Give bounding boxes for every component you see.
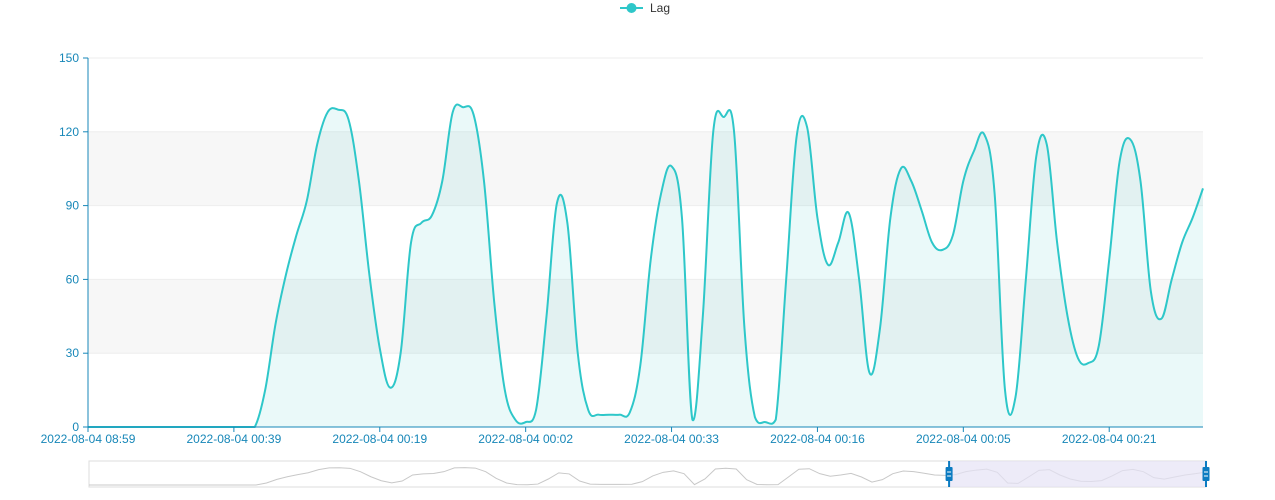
x-axis-ticks: 2022-08-04 08:59 2022-08-04 00:39 2022-08-… [41, 427, 1157, 446]
x-tick-label: 2022-08-04 00:19 [332, 432, 427, 446]
x-tick-label: 2022-08-04 00:02 [478, 432, 573, 446]
x-tick-label: 2022-08-04 08:59 [41, 432, 136, 446]
zoom-handle-grip [1202, 467, 1210, 481]
y-tick-label: 150 [59, 51, 79, 65]
y-tick-label: 30 [66, 346, 80, 360]
legend-circle-marker [626, 3, 637, 13]
legend[interactable]: Lag [620, 1, 670, 15]
y-tick-label: 120 [59, 125, 79, 139]
series-area-lag [88, 104, 1203, 428]
grid-band [88, 205, 1203, 280]
y-tick-label: 90 [66, 199, 80, 213]
x-tick-label: 2022-08-04 00:05 [916, 432, 1011, 446]
y-tick-label: 60 [66, 272, 80, 286]
x-tick-label: 2022-08-04 00:33 [624, 432, 719, 446]
legend-label: Lag [650, 1, 670, 15]
grid-band [88, 131, 1203, 206]
x-tick-label: 2022-08-04 00:39 [187, 432, 282, 446]
series-line-lag [88, 103, 1204, 428]
zoom-selected-window[interactable] [949, 461, 1206, 487]
zoom-handle-grip [945, 467, 953, 481]
y-tick-label: 0 [72, 420, 79, 434]
grid-band [88, 58, 1203, 132]
zoom-handle-right[interactable] [1202, 461, 1210, 487]
y-axis-ticks: 0 30 60 90 120 150 [59, 51, 88, 434]
zoom-handle-left[interactable] [945, 461, 953, 487]
x-tick-label: 2022-08-04 00:16 [770, 432, 865, 446]
data-zoom-slider[interactable] [88, 460, 1210, 488]
x-tick-label: 2022-08-04 00:21 [1062, 432, 1157, 446]
